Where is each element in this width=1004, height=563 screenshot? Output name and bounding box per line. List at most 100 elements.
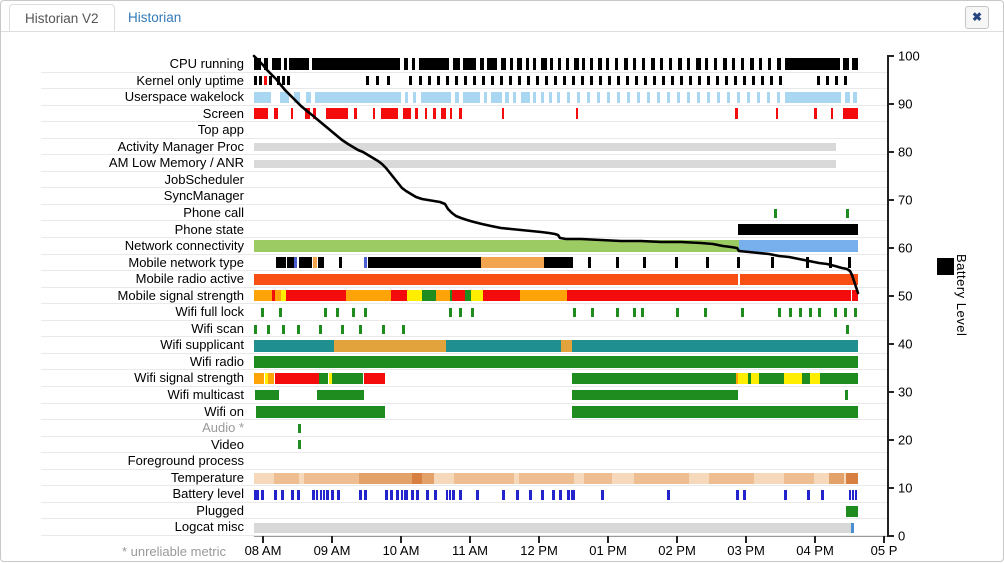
bar-segment [738, 224, 858, 236]
bar-segment [545, 76, 548, 86]
row-label: Wifi signal strength [134, 370, 244, 386]
bar-segment [601, 489, 604, 500]
bar-segment [597, 91, 600, 103]
tab-historian-v2[interactable]: Historian V2 [9, 4, 115, 31]
bar-segment [257, 489, 259, 500]
bar-segment [268, 373, 274, 385]
bar-segment [426, 489, 429, 500]
bar-segment [336, 308, 339, 318]
bar-segment [770, 76, 773, 86]
bar-segment [669, 58, 672, 71]
tab-historian[interactable]: Historian [128, 10, 182, 25]
bar-segment [452, 290, 465, 302]
bar-segment [480, 58, 484, 71]
bar-segment [527, 76, 530, 86]
bar-segment [465, 290, 471, 302]
bar-segment [446, 489, 448, 500]
bar-segment [341, 324, 344, 334]
bar-segment [373, 108, 375, 120]
bar-segment [846, 324, 849, 334]
bar-segment [346, 290, 391, 302]
bar-segment [352, 308, 355, 318]
bar-segment [541, 489, 544, 500]
x-axis-tick [676, 536, 678, 543]
y-axis-tick [887, 103, 894, 105]
bar-segment [267, 324, 270, 334]
bar-segment [705, 58, 708, 71]
x-axis-tick-label: 11 AM [452, 543, 488, 558]
bar-segment [617, 91, 620, 103]
y-axis-tick-label: 40 [898, 336, 913, 352]
bar-segment [732, 58, 735, 71]
bar-segment [584, 472, 612, 484]
timeline-row: Logcat misc [41, 519, 887, 536]
x-axis-tick-label: 08 AM [244, 543, 282, 558]
bar-segment [707, 76, 710, 86]
bar-segment [323, 489, 325, 500]
bar-segment [844, 308, 847, 318]
bar-segment [339, 257, 342, 269]
bar-segment [254, 522, 851, 533]
bar-segment [582, 58, 585, 71]
bar-segment [767, 91, 770, 103]
bar-segment [675, 257, 678, 269]
row-label: Video [210, 436, 244, 452]
bar-segment [275, 373, 319, 385]
bar-segment [572, 405, 858, 418]
bar-segment [454, 472, 514, 484]
timeline-row: Mobile signal strength [41, 288, 887, 305]
bar-segment [845, 390, 848, 401]
bar-segment [425, 108, 427, 120]
bar-segment [778, 308, 781, 318]
bar-segment [835, 76, 838, 86]
bar-segment [428, 76, 431, 86]
timeline-row: SyncManager [41, 188, 887, 205]
bar-segment [751, 373, 759, 385]
bar-segment [491, 91, 502, 103]
timeline-row: JobScheduler [41, 172, 887, 189]
x-axis-tick [814, 536, 816, 543]
bar-segment [599, 76, 602, 86]
bar-segment [518, 76, 521, 86]
close-icon[interactable]: ✖ [965, 6, 989, 29]
bar-segment [484, 91, 487, 103]
bar-segment [481, 257, 544, 269]
bar-segment [412, 472, 422, 484]
row-label: Battery level [172, 486, 244, 502]
bar-segment [316, 489, 318, 500]
bar-segment [855, 489, 857, 500]
y-axis-tick-label: 70 [898, 192, 913, 208]
bar-segment [606, 58, 609, 71]
bar-segment [737, 91, 740, 103]
bar-segment [473, 76, 476, 86]
bar-segment [287, 257, 294, 269]
bar-segment [452, 489, 455, 500]
x-axis-tick-label: 10 AM [382, 543, 420, 558]
battery-level-legend-label: Battery Level [954, 254, 969, 337]
x-axis-tick [607, 536, 609, 543]
bar-segment [313, 257, 317, 269]
y-axis-tick-label: 100 [898, 48, 920, 64]
bar-segment [334, 339, 446, 352]
timeline-row: Plugged [41, 503, 887, 520]
bar-segment [298, 423, 301, 433]
bar-segment [662, 76, 665, 86]
row-label: Mobile network type [128, 254, 244, 270]
bar-segment [254, 339, 334, 352]
bar-segment [846, 472, 858, 484]
y-axis-tick-label: 50 [898, 288, 913, 304]
bar-segment [549, 91, 552, 103]
timeline-row: Userspace wakelock [41, 89, 887, 106]
bar-segment [607, 91, 610, 103]
bar-segment [642, 58, 645, 71]
bar-segment [789, 308, 792, 318]
x-axis-tick-label: 03 PM [727, 543, 765, 558]
bar-segment [743, 489, 746, 500]
bar-segment [272, 290, 275, 302]
y-axis-tick-label: 90 [898, 96, 913, 112]
y-axis-tick-label: 10 [898, 480, 913, 496]
bar-segment [276, 257, 286, 269]
bar-segment [643, 257, 646, 269]
timeline-row: Wifi on [41, 404, 887, 421]
bar-segment [332, 373, 363, 385]
